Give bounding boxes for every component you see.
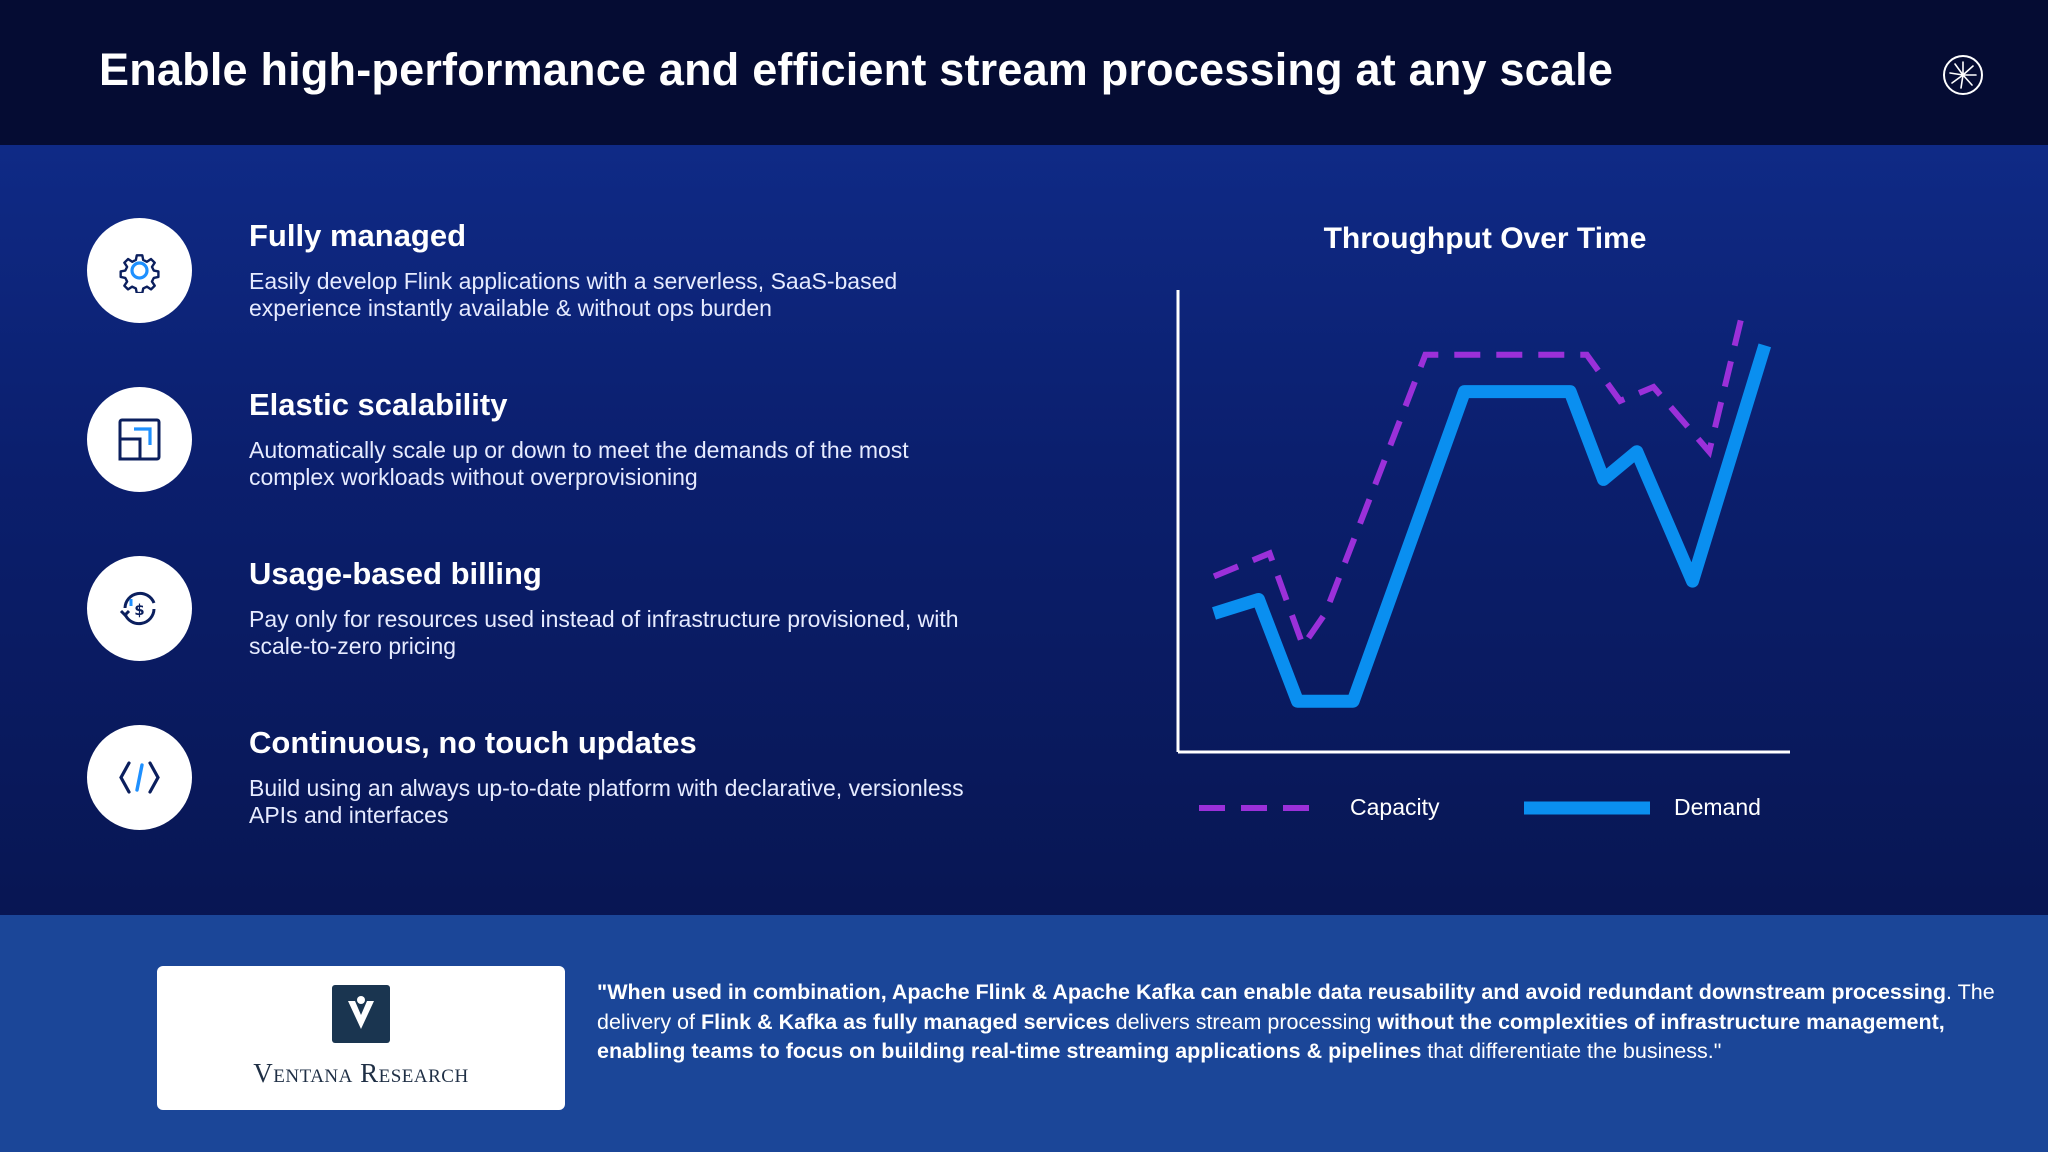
feature-title: Usage-based billing: [249, 556, 542, 591]
header-bar: Enable high-performance and efficient st…: [0, 0, 2048, 145]
feature-fully-managed: Fully managed Easily develop Flink appli…: [0, 218, 1000, 328]
chart-title: Throughput Over Time: [1323, 222, 1647, 255]
chart-legend: Capacity Demand: [0, 790, 2048, 830]
ventana-logo-name: Ventana Research: [253, 1058, 469, 1088]
scale-icon: [118, 418, 161, 461]
feature-continuous-updates: Continuous, no touch updates Build using…: [0, 725, 1000, 835]
feature-elastic-scalability: Elastic scalability Automatically scale …: [0, 387, 1000, 497]
starburst-icon: [1943, 55, 1983, 95]
feature-title: Fully managed: [249, 218, 467, 253]
series-line-demand: [1212, 343, 1772, 708]
quote-segment: . The delivery of: [597, 980, 1995, 1034]
quote-segment: Flink & Kafka as fully managed services: [700, 1009, 1110, 1034]
feature-icon-badge: $: [87, 556, 192, 661]
quote-segment: "When used in combination, Apache Flink …: [597, 980, 1947, 1004]
billing-icon: $: [119, 591, 156, 626]
page-title: Enable high-performance and efficient st…: [99, 44, 1614, 95]
feature-usage-based-billing: $ Usage-based billing Pay only for resou…: [0, 556, 1000, 666]
feature-description: Automatically scale up or down to meet t…: [249, 437, 909, 490]
feature-description: Easily develop Flink applications with a…: [249, 268, 898, 321]
feature-description: Build using an always up-to-date platfor…: [249, 775, 964, 828]
feature-icon-badge: [87, 218, 192, 323]
gear-icon: [119, 254, 160, 293]
feature-description: Pay only for resources used instead of i…: [249, 606, 959, 659]
quote-segment: that differentiate the business.": [1421, 1039, 1722, 1063]
legend-label-capacity: Capacity: [1350, 794, 1440, 820]
analyst-quote: "When used in combination, Apache Flink …: [597, 978, 1997, 1067]
series-line-capacity: [1212, 310, 1746, 653]
legend-label-demand: Demand: [1674, 794, 1761, 820]
quote-segment: delivers stream processing: [1109, 1009, 1378, 1034]
throughput-chart: [1176, 290, 1790, 754]
legend-swatch-capacity: [1199, 805, 1315, 811]
feature-title: Continuous, no touch updates: [249, 725, 697, 760]
feature-title: Elastic scalability: [249, 387, 508, 422]
svg-text:$: $: [134, 601, 144, 619]
ventana-logo-card: Ventana Research: [157, 966, 565, 1110]
feature-icon-badge: [87, 387, 192, 492]
code-icon: [119, 761, 160, 794]
quote-segment: without the complexities of infrastructu…: [597, 1009, 1945, 1064]
ventana-logo-icon: [332, 985, 390, 1043]
feature-icon-badge: [87, 725, 192, 830]
legend-swatch-demand: [1524, 801, 1650, 815]
